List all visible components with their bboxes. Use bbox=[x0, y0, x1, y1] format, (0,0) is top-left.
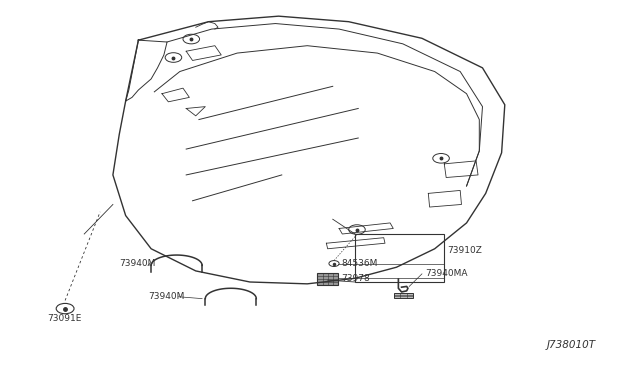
Text: 73091E: 73091E bbox=[47, 314, 82, 323]
Text: 73978: 73978 bbox=[341, 274, 370, 283]
Text: 73910Z: 73910Z bbox=[447, 246, 483, 255]
FancyBboxPatch shape bbox=[317, 273, 338, 285]
FancyBboxPatch shape bbox=[394, 293, 413, 298]
Text: 73940MA: 73940MA bbox=[425, 269, 468, 278]
Text: 73940M: 73940M bbox=[148, 292, 184, 301]
FancyBboxPatch shape bbox=[355, 234, 444, 282]
Text: J738010T: J738010T bbox=[547, 340, 596, 350]
Text: 73940M: 73940M bbox=[119, 259, 156, 268]
Text: 84536M: 84536M bbox=[341, 259, 378, 268]
